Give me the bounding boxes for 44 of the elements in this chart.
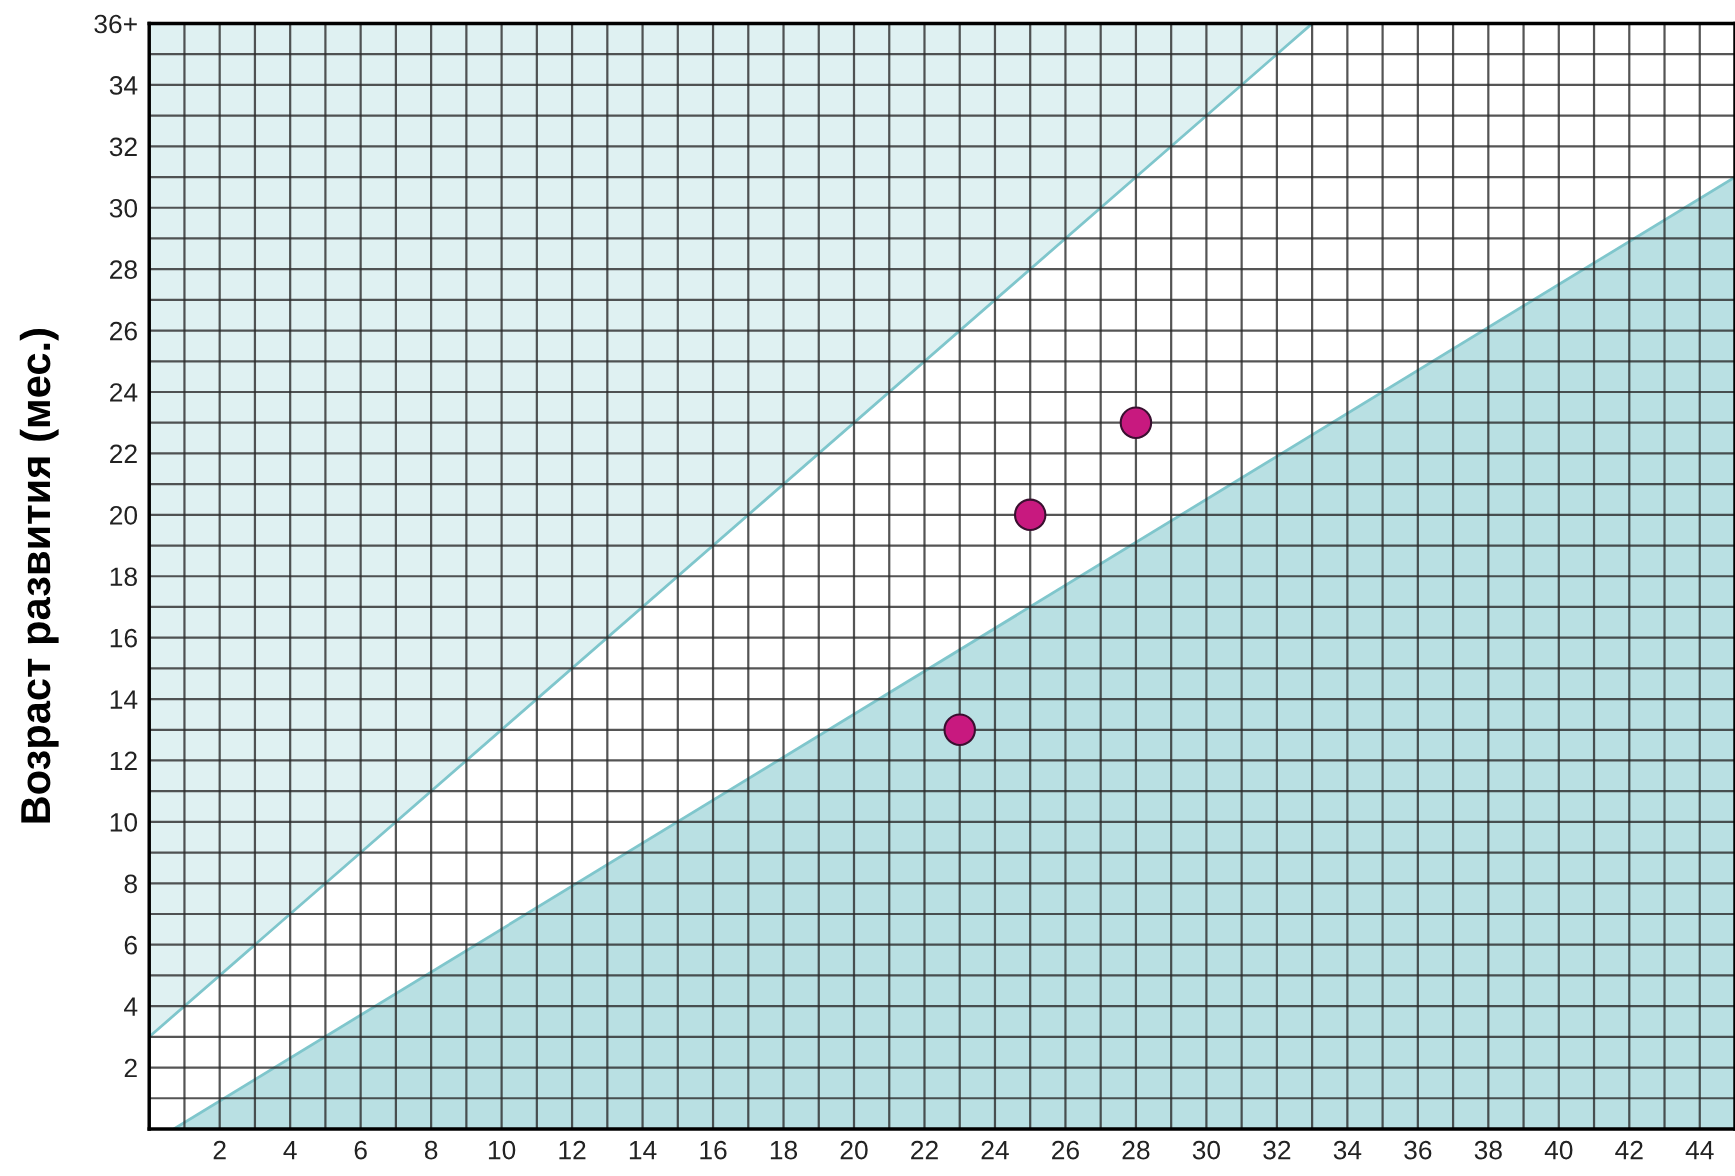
- x-tick-label: 2: [213, 1140, 226, 1160]
- x-tick-label: 40: [1544, 1140, 1573, 1160]
- point: [1119, 406, 1153, 439]
- y-tick-label: 34: [109, 76, 138, 95]
- y-tick-label: 10: [110, 813, 138, 832]
- y-tick-label: 30: [109, 198, 138, 218]
- x-tick-label: 26: [1052, 1140, 1079, 1160]
- x-tick-label: 24: [981, 1140, 1009, 1160]
- y-tick-label: 36+: [94, 14, 137, 34]
- y-tick-label: 12: [110, 751, 137, 771]
- y-tick-label: 4: [124, 997, 138, 1016]
- y-tick-label: 28: [110, 260, 137, 279]
- x-tick-label: 12: [559, 1140, 586, 1160]
- y-tick-label: 22: [110, 444, 137, 463]
- x-tick-label: 28: [1122, 1140, 1150, 1160]
- x-tick-label: 18: [770, 1140, 798, 1160]
- x-tick-label: 16: [700, 1140, 727, 1160]
- x-tick-label: 36: [1404, 1140, 1432, 1160]
- x-tick-label: 42: [1615, 1140, 1643, 1160]
- x-tick-label: 34: [1333, 1140, 1362, 1160]
- y-tick-label: 18: [110, 567, 137, 587]
- y-tick-label: 6: [124, 935, 137, 955]
- x-tick-label: 38: [1474, 1140, 1502, 1160]
- x-tick-label: 6: [354, 1140, 367, 1160]
- y-axis-title: Возраст развития (мес.): [19, 329, 59, 823]
- x-tick-label: 4: [283, 1141, 297, 1160]
- x-tick-label: 8: [424, 1140, 438, 1160]
- y-tick-label: 26: [110, 321, 137, 341]
- y-tick-label: 14: [110, 690, 138, 709]
- y-tick-label: 24: [110, 383, 138, 402]
- y-tick-label: 2: [124, 1058, 137, 1078]
- y-tick-label: 8: [124, 874, 137, 894]
- x-tick-label: 14: [629, 1141, 657, 1160]
- y-tick-label: 16: [110, 628, 137, 648]
- x-tick-label: 22: [911, 1140, 938, 1160]
- y-tick-label: 32: [109, 137, 137, 157]
- x-tick-label: 44: [1685, 1141, 1714, 1160]
- point: [943, 713, 976, 747]
- x-tick-label: 20: [840, 1140, 868, 1160]
- y-tick-label: 20: [110, 505, 138, 525]
- x-tick-label: 32: [1263, 1140, 1291, 1160]
- x-tick-label: 10: [488, 1140, 516, 1160]
- point: [1013, 498, 1047, 532]
- x-tick-label: 30: [1192, 1140, 1221, 1160]
